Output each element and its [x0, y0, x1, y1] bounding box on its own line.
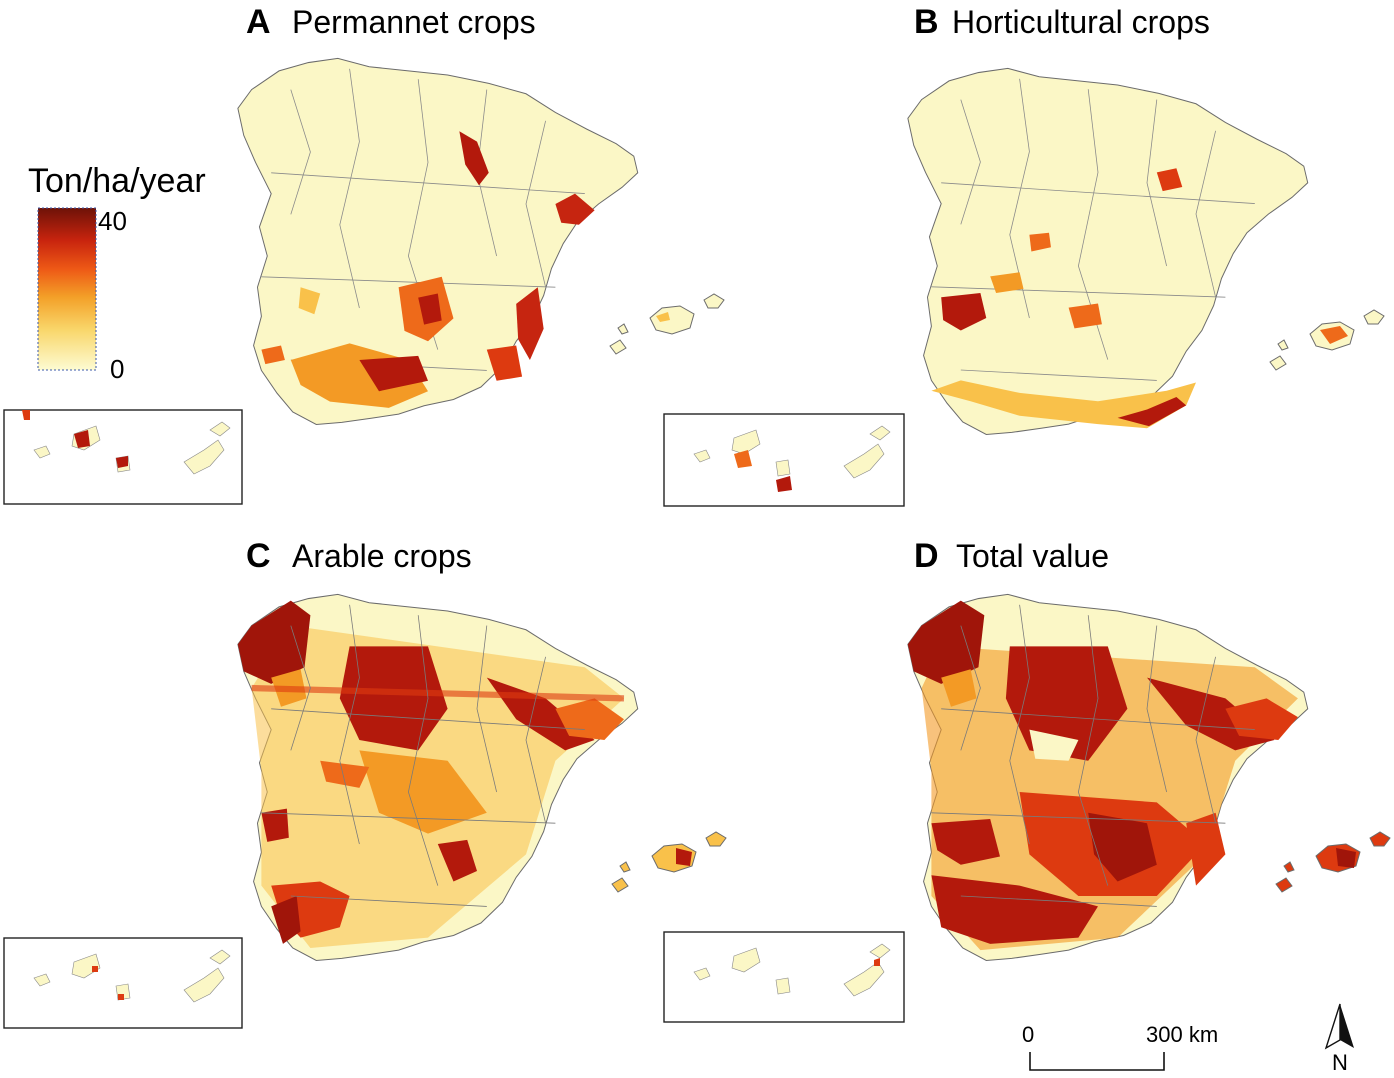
inset-canarias-d	[663, 931, 905, 1023]
panel-a-letter: A	[246, 3, 271, 41]
map-a	[237, 57, 639, 425]
panel-c-letter: C	[246, 537, 271, 575]
inset-canarias-a	[3, 409, 243, 505]
panel-b: B Horticultural crops	[663, 3, 1385, 507]
north-arrow-label: N	[1332, 1050, 1348, 1075]
north-arrow-icon	[1324, 1003, 1341, 1050]
panel-a-title: Permannet crops	[292, 4, 536, 40]
panel-c: C Arable crops	[3, 537, 727, 1029]
map-c	[237, 593, 639, 961]
scale-bar: 0 300 km	[1022, 1022, 1218, 1071]
panel-b-letter: B	[914, 3, 939, 41]
panel-d-title: Total value	[956, 538, 1109, 574]
scale-bar-end-label: 300 km	[1146, 1022, 1218, 1047]
legend-colorbar	[37, 207, 97, 371]
map-d	[907, 593, 1309, 961]
legend-max-label: 40	[98, 206, 127, 236]
baleares-b	[1269, 309, 1385, 371]
baleares-d	[1275, 831, 1391, 893]
panel-d-letter: D	[914, 537, 939, 575]
legend-title: Ton/ha/year	[28, 162, 206, 200]
inset-canarias-c	[3, 937, 243, 1029]
scale-bar-line	[1029, 1052, 1165, 1071]
scale-bar-start-label: 0	[1022, 1022, 1034, 1047]
panel-a: A Permannet crops	[3, 3, 725, 505]
panel-d: D Total value	[663, 537, 1391, 1023]
legend: Ton/ha/year 40 0	[28, 162, 206, 384]
north-arrow: N	[1324, 1003, 1354, 1075]
legend-min-label: 0	[110, 354, 124, 384]
map-b	[907, 67, 1309, 435]
inset-canarias-b	[663, 413, 905, 507]
baleares-a	[609, 293, 725, 355]
panel-b-title: Horticultural crops	[952, 4, 1210, 40]
baleares-c	[611, 831, 727, 893]
panel-c-title: Arable crops	[292, 538, 472, 574]
